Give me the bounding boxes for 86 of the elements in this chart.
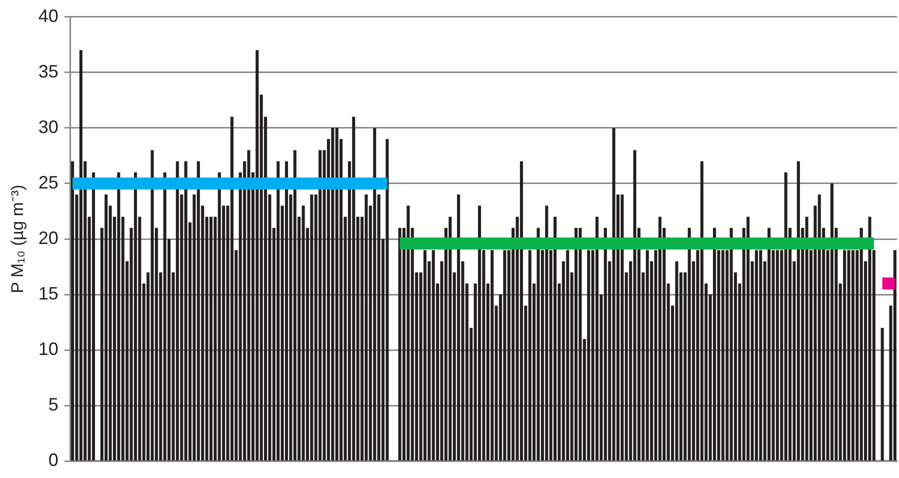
bar xyxy=(604,228,607,460)
bar xyxy=(134,172,137,460)
bar xyxy=(520,161,523,460)
bar xyxy=(490,250,494,460)
bar xyxy=(196,161,200,460)
bar xyxy=(310,194,314,460)
bar xyxy=(860,228,863,460)
bar xyxy=(721,250,724,460)
bar xyxy=(658,216,662,460)
bar xyxy=(633,150,636,460)
bar xyxy=(646,250,649,460)
bar xyxy=(545,206,548,460)
bar xyxy=(805,216,808,460)
bar xyxy=(163,172,166,460)
bar xyxy=(71,161,74,460)
y-axis-title: P M₁₀ (µg m⁻³) xyxy=(8,184,27,294)
bar xyxy=(754,250,758,460)
bar xyxy=(352,116,356,460)
bar xyxy=(566,250,570,460)
bar xyxy=(478,206,482,460)
bar xyxy=(230,116,234,460)
bar xyxy=(432,250,435,460)
bar xyxy=(79,50,82,460)
bar xyxy=(536,228,540,460)
y-tick-label: 5 xyxy=(48,394,58,415)
bar xyxy=(117,172,120,460)
bar xyxy=(276,161,280,460)
bar xyxy=(373,128,376,460)
bar xyxy=(176,161,179,460)
bar xyxy=(184,161,188,460)
bar xyxy=(612,128,616,460)
bar xyxy=(247,150,250,460)
bar xyxy=(293,150,296,460)
bar xyxy=(851,250,854,460)
bar xyxy=(503,250,506,460)
bar xyxy=(423,250,426,460)
y-tick-label: 20 xyxy=(38,228,58,248)
bar xyxy=(398,228,402,460)
bar xyxy=(574,228,578,460)
bar xyxy=(302,206,305,460)
bar xyxy=(92,172,96,460)
bar xyxy=(528,250,532,460)
bar xyxy=(578,228,582,460)
bar xyxy=(830,183,834,460)
bar xyxy=(880,328,884,460)
bar xyxy=(335,128,338,460)
bar xyxy=(730,228,733,460)
bar xyxy=(284,161,288,460)
bar xyxy=(768,228,771,460)
bar xyxy=(209,216,212,460)
bar xyxy=(818,194,821,460)
y-tick-label: 15 xyxy=(38,284,58,304)
bar xyxy=(712,228,716,460)
bar xyxy=(331,128,334,460)
y-tick-label: 10 xyxy=(38,339,58,360)
bar xyxy=(448,216,452,460)
bar xyxy=(104,194,108,460)
bar xyxy=(868,216,872,460)
bar xyxy=(796,161,800,460)
bar xyxy=(843,250,846,460)
bar xyxy=(759,250,762,460)
bar xyxy=(218,172,221,460)
bar xyxy=(893,250,896,460)
bar xyxy=(700,161,704,460)
bar xyxy=(364,194,368,460)
bar xyxy=(150,150,154,460)
bar xyxy=(406,206,410,460)
y-tick-label: 40 xyxy=(38,6,58,26)
bar xyxy=(595,216,599,460)
bar xyxy=(688,228,691,460)
bar xyxy=(386,139,389,460)
bar xyxy=(847,250,850,460)
bar xyxy=(457,194,460,460)
y-tick-label: 25 xyxy=(38,172,58,192)
y-tick-label: 0 xyxy=(48,450,58,470)
bar xyxy=(620,194,624,460)
bar xyxy=(675,261,678,460)
bar xyxy=(318,150,322,460)
bar xyxy=(554,216,557,460)
bar xyxy=(746,216,750,460)
bar xyxy=(776,250,779,460)
y-tick-label: 30 xyxy=(38,116,58,137)
bar xyxy=(784,172,788,460)
bar xyxy=(256,50,259,460)
y-tick-label: 35 xyxy=(38,61,58,82)
bar xyxy=(587,250,590,460)
